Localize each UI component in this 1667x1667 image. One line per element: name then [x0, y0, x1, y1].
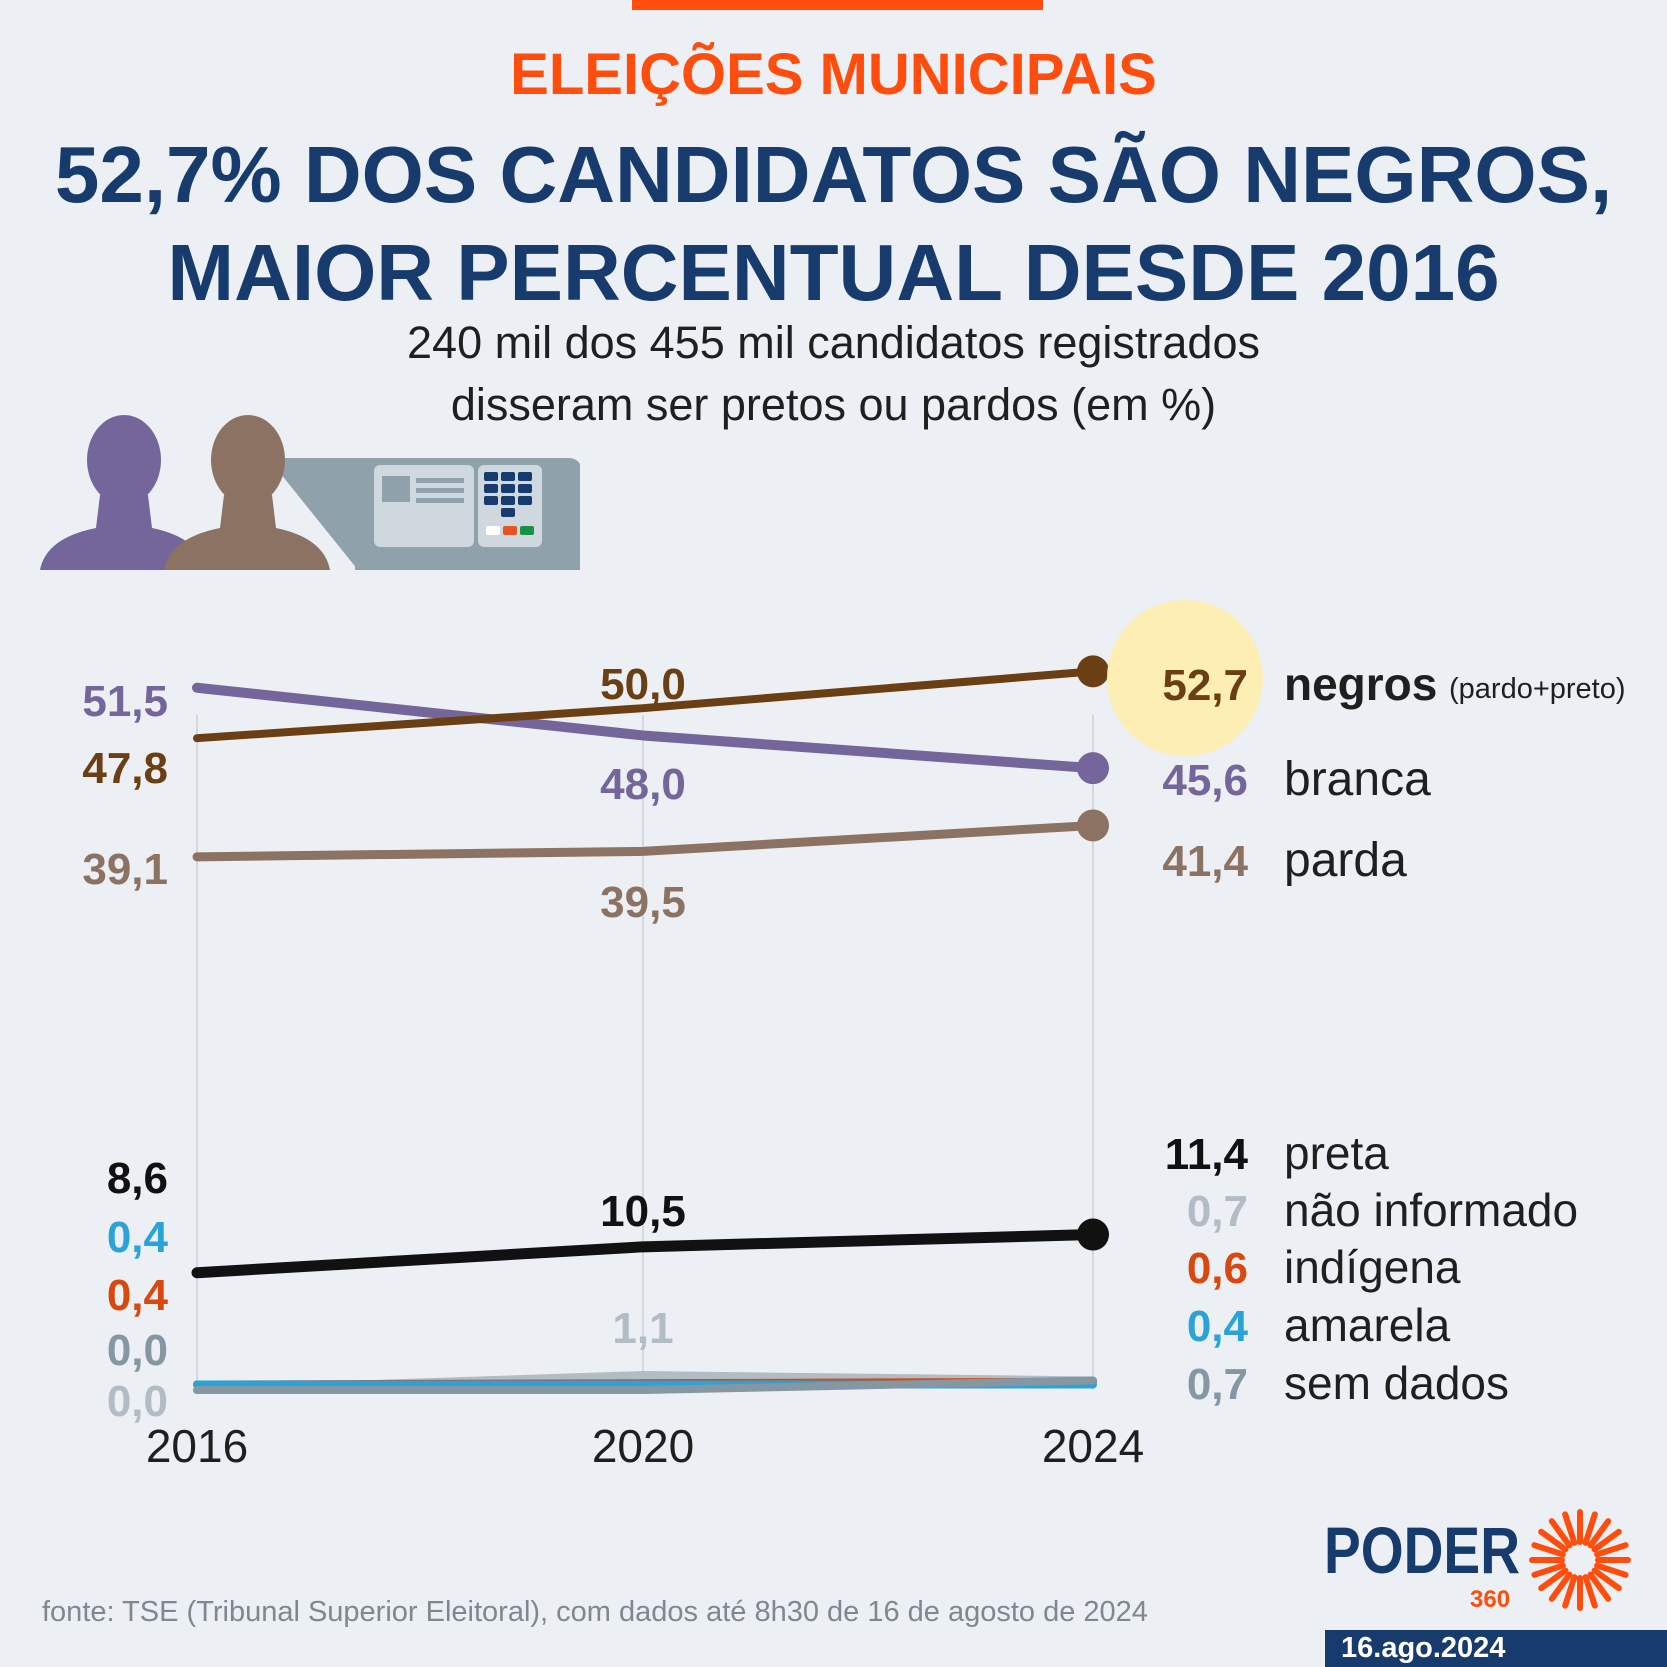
legend-label-amarela: amarela	[1284, 1299, 1451, 1351]
data-label: 48,0	[600, 760, 686, 809]
date-badge: 16.ago.2024	[1325, 1630, 1667, 1667]
sunburst-ray	[1548, 1571, 1573, 1602]
data-label: 10,5	[600, 1187, 686, 1236]
sunburst-ray	[1562, 1511, 1578, 1546]
sunburst-ray	[1531, 1542, 1566, 1558]
series-line-sem-dados	[193, 1376, 1097, 1394]
series-line-preta	[191, 1229, 1099, 1279]
x-tick-label: 2020	[592, 1420, 694, 1472]
sunburst-ray	[1582, 1574, 1598, 1609]
sunburst-ray	[1538, 1567, 1569, 1592]
poder360-logo: PODER 360	[1324, 1509, 1631, 1613]
data-label: 0,0	[107, 1377, 168, 1426]
sunburst-ray	[1594, 1542, 1629, 1558]
top-accent-bar	[632, 0, 1043, 10]
legend-label-indigena: indígena	[1284, 1241, 1461, 1293]
data-label: 8,6	[107, 1154, 168, 1203]
kicker: ELEIÇÕES MUNICIPAIS	[510, 42, 1157, 107]
voting-machine-icon	[268, 458, 580, 570]
legend-label-nao-informado: não informado	[1284, 1184, 1578, 1236]
sunburst-ray	[1582, 1511, 1598, 1546]
legend-label-preta: preta	[1284, 1127, 1389, 1179]
grid-lines	[196, 715, 1094, 1390]
sunburst-ray	[1587, 1571, 1612, 1602]
subtitle-line-2: disseram ser pretos ou pardos (em %)	[450, 379, 1217, 430]
page-title: 52,7% DOS CANDIDATOS SÃO NEGROS, MAIOR P…	[40, 126, 1627, 322]
legend-note: (pardo+preto)	[1449, 673, 1626, 705]
data-label: 39,5	[600, 878, 686, 927]
legend-label-sem-dados: sem dados	[1284, 1357, 1509, 1409]
title-line-2: MAIOR PERCENTUAL DESDE 2016	[167, 228, 1500, 317]
series-end-marker	[1077, 655, 1109, 688]
data-label: 0,4	[107, 1213, 169, 1262]
data-label: 50,0	[600, 660, 686, 709]
x-tick-label: 2016	[146, 1420, 248, 1472]
data-label: 39,1	[82, 845, 168, 894]
legend-value: 11,4	[1165, 1130, 1249, 1179]
series-line-branca	[192, 682, 1098, 774]
series-end-marker	[1077, 1218, 1109, 1251]
series-end-marker	[1077, 752, 1109, 785]
illustration	[40, 415, 580, 570]
sunburst-ray	[1594, 1562, 1629, 1578]
legend-value: 0,4	[1187, 1302, 1249, 1351]
highlight-circle	[1107, 600, 1263, 756]
logo-number: 360	[1470, 1586, 1510, 1613]
sunburst-ray	[1538, 1528, 1569, 1553]
legend-value: 41,4	[1162, 837, 1248, 886]
subtitle: 240 mil dos 455 mil candidatos registrad…	[0, 312, 1667, 436]
sunburst-ray	[1548, 1518, 1573, 1549]
x-axis: 2016 2020 2024	[146, 1420, 1144, 1472]
legend-label-branca: branca	[1284, 753, 1431, 806]
person-icon	[164, 415, 330, 570]
legend-label-parda: parda	[1284, 834, 1407, 887]
title-line-1: 52,7% DOS CANDIDATOS SÃO NEGROS,	[54, 130, 1613, 219]
data-label: 0,0	[107, 1326, 168, 1375]
legend-value: 0,7	[1187, 1360, 1248, 1409]
legend-value: 52,7	[1162, 661, 1248, 710]
legend-value: 0,6	[1187, 1244, 1248, 1293]
legend: 52,7 negros (pardo+preto) 45,6 branca 41,4 par…	[1107, 600, 1626, 1409]
data-label: 51,5	[82, 677, 168, 726]
sunburst-ray	[1531, 1562, 1566, 1578]
series-end-marker	[1077, 809, 1109, 842]
series-line-parda	[192, 820, 1098, 862]
sunburst-ray	[1562, 1574, 1578, 1609]
data-labels: 47,8 51,5 39,1 8,6 0,0 0,4 0,4 0,0 50,0 48,0 39,5 1…	[82, 660, 685, 1426]
sunburst-ray	[1591, 1567, 1622, 1592]
sunburst-ray	[1587, 1518, 1612, 1549]
sunburst-icon	[1529, 1509, 1631, 1611]
series-lines	[191, 655, 1109, 1394]
sunburst-ray	[1591, 1528, 1622, 1553]
legend-value: 45,6	[1162, 756, 1248, 805]
subtitle-line-1: 240 mil dos 455 mil candidatos registrad…	[407, 317, 1260, 368]
data-label: 0,4	[107, 1271, 169, 1320]
data-label: 1,1	[612, 1304, 673, 1353]
logo-text: PODER	[1324, 1513, 1520, 1587]
x-tick-label: 2024	[1042, 1420, 1144, 1472]
source-note: fonte: TSE (Tribunal Superior Eleitoral)…	[42, 1596, 1148, 1628]
series-line-negros	[193, 667, 1097, 743]
person-icon	[40, 415, 206, 570]
legend-label-negros: negros	[1284, 658, 1437, 710]
legend-value: 0,7	[1187, 1187, 1248, 1236]
data-label: 47,8	[82, 744, 168, 793]
